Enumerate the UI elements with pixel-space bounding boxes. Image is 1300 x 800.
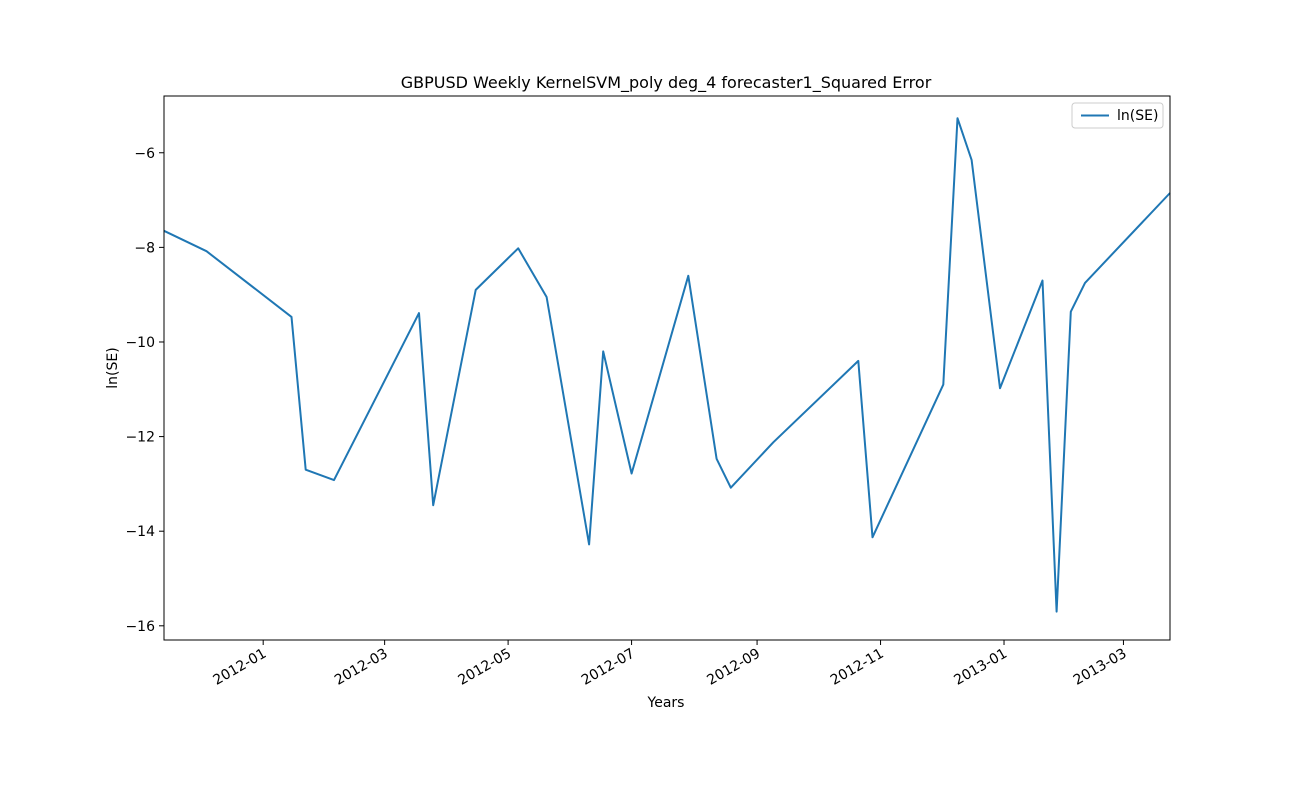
x-tick-label: 2012-05: [455, 646, 514, 689]
y-tick-label: −10: [125, 335, 155, 351]
legend-label: ln(SE): [1117, 108, 1158, 124]
x-tick-label: 2013-03: [1071, 646, 1130, 689]
x-tick-label: 2012-03: [332, 646, 391, 689]
chart-title: GBPUSD Weekly KernelSVM_poly deg_4 forec…: [401, 73, 932, 93]
y-axis-title: ln(SE): [105, 347, 121, 388]
axes-frame: [163, 95, 1171, 641]
x-tick-label: 2012-01: [211, 646, 270, 689]
x-tick-label: 2013-01: [951, 646, 1010, 689]
legend: ln(SE): [1071, 102, 1164, 129]
x-tick-label: 2012-11: [828, 646, 887, 689]
legend-frame: [1071, 102, 1164, 129]
x-tick-label: 2012-09: [704, 646, 763, 689]
series-line-0: [163, 117, 1171, 613]
y-tick-label: −12: [125, 430, 155, 446]
y-tick-label: −14: [125, 524, 155, 540]
y-tick-label: −6: [134, 146, 155, 162]
x-axis-title: Years: [647, 695, 685, 711]
y-tick-label: −16: [125, 619, 155, 635]
plot-area: −16 −14 −12 −10 −8 −6 2012-01 2012-03 2012-05 201…: [125, 95, 1171, 689]
x-tick-label: 2012-07: [579, 646, 638, 689]
y-tick-label: −8: [134, 240, 155, 256]
